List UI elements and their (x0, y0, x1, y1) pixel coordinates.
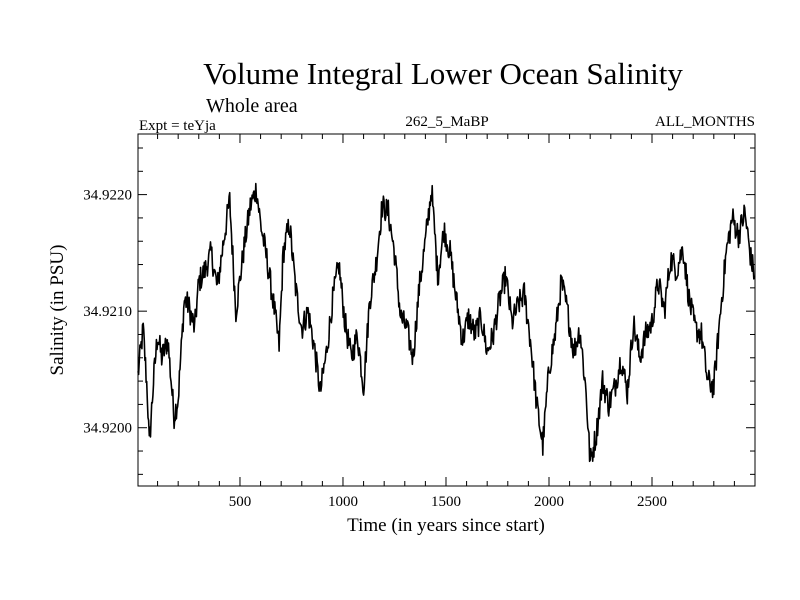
annotation-center: 262_5_MaBP (405, 114, 488, 130)
chart-title: Volume Integral Lower Ocean Salinity (203, 56, 683, 91)
plot-area: 500 1000 1500 2000 2500 34.9200 34.9210 34.922… (83, 133, 756, 510)
y-tick-label: 34.9210 (83, 304, 132, 320)
series-line-salinity (137, 182, 756, 463)
y-tick-label: 34.9200 (83, 421, 132, 437)
x-tick-label: 1500 (431, 494, 461, 510)
x-tick-label: 1000 (328, 494, 358, 510)
x-axis: 500 1000 1500 2000 2500 (229, 134, 667, 510)
annotation-right: ALL_MONTHS (655, 114, 755, 130)
y-axis-label: Salinity (in PSU) (47, 245, 68, 376)
minor-ticks (138, 134, 755, 486)
x-tick-label: 500 (229, 494, 252, 510)
y-tick-label: 34.9220 (83, 188, 132, 204)
x-tick-label: 2000 (534, 494, 564, 510)
x-tick-label: 2500 (637, 494, 667, 510)
x-axis-label: Time (in years since start) (347, 515, 545, 536)
y-axis: 34.9200 34.9210 34.9220 (83, 188, 755, 437)
plot-frame (137, 133, 756, 487)
annotation-left: Expt = teYja (139, 118, 216, 134)
chart-subtitle: Whole area (206, 95, 298, 117)
